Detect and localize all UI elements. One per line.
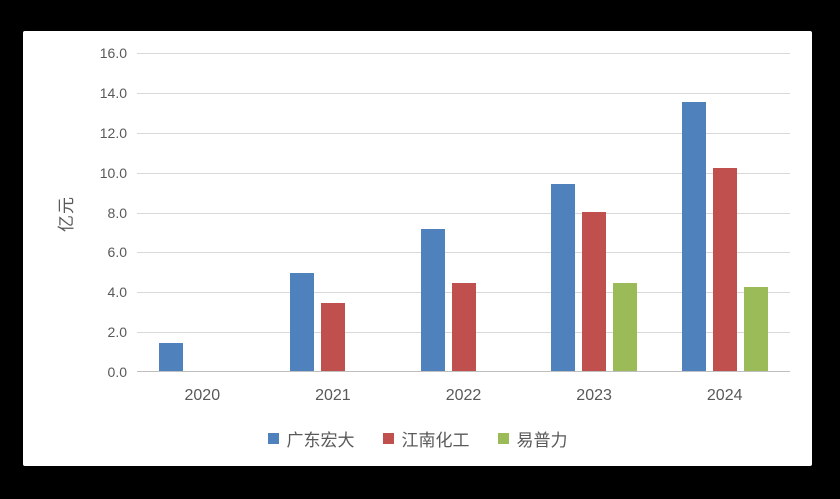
y-axis-tick-label: 10.0: [99, 164, 127, 181]
legend-label: 江南化工: [401, 431, 470, 450]
gridline: [137, 212, 790, 214]
legend-label: 易普力: [516, 431, 568, 450]
gridline: [137, 132, 790, 134]
x-axis-label: 2022: [445, 387, 482, 404]
bar-series2-2024: [712, 167, 737, 371]
y-axis-tick-label: 4.0: [107, 284, 127, 301]
legend-item-series3: 易普力: [497, 426, 568, 451]
legend-label: 广东宏大: [286, 431, 355, 450]
y-axis-tick-label: 0.0: [107, 364, 127, 380]
legend-item-series2: 江南化工: [382, 426, 470, 451]
x-axis-label: 2023: [576, 387, 612, 404]
bar-series2-2022: [451, 283, 476, 371]
bar-series1-2024: [681, 101, 706, 371]
bar-series1-2020: [159, 343, 184, 371]
x-axis-label: 2020: [184, 387, 221, 404]
bar-series2-2023: [582, 211, 607, 371]
gridline: [137, 172, 790, 174]
legend-item-series1: 广东宏大: [267, 426, 355, 451]
bar-series2-2021: [320, 303, 345, 371]
x-axis-label: 2024: [706, 387, 743, 404]
legend-swatch-icon: [497, 433, 509, 444]
y-axis-tick-label: 14.0: [99, 84, 127, 101]
gridline: [137, 252, 790, 254]
x-axis-label: 2021: [315, 387, 351, 404]
y-axis-tick-label: 6.0: [107, 244, 127, 261]
legend-swatch-icon: [267, 433, 279, 444]
gridline: [137, 92, 790, 94]
plot-area: [137, 53, 790, 372]
y-axis-tick-label: 8.0: [107, 204, 127, 221]
bar-series3-2024: [743, 287, 768, 371]
chart-panel: 亿元 广东宏大 江南化工 易普力 0.0 2.0 4.0 6.0 8.0 10.0 12.0 14…: [23, 31, 812, 466]
y-axis-tick-label: 16.0: [99, 45, 127, 61]
legend-swatch-icon: [382, 433, 394, 444]
x-axis-line: [137, 371, 790, 372]
gridline: [137, 53, 790, 54]
y-axis-tick-label: 12.0: [99, 124, 127, 141]
bar-series3-2023: [613, 283, 638, 371]
legend: 广东宏大 江南化工 易普力: [23, 426, 812, 451]
bar-series1-2021: [289, 273, 314, 371]
bar-series1-2022: [420, 229, 445, 371]
bar-series1-2023: [551, 183, 576, 371]
y-axis-tick-label: 2.0: [107, 324, 127, 341]
